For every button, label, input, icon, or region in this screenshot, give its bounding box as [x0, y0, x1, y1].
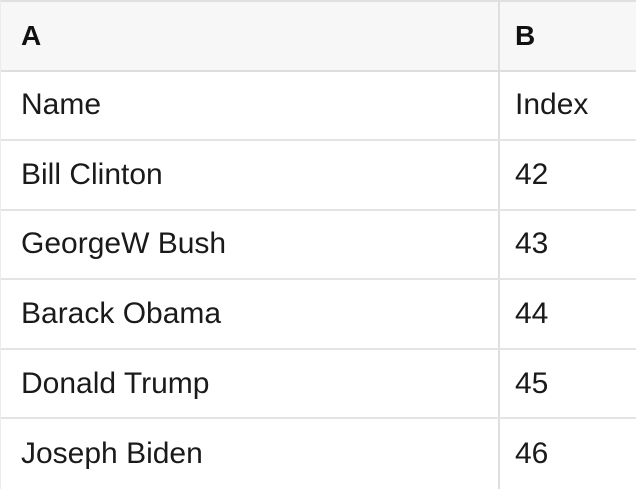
table-row: GeorgeW Bush 43 — [1, 210, 636, 281]
cell-b1-index-header[interactable]: Index — [515, 88, 589, 122]
table-row: Donald Trump 45 — [1, 349, 636, 420]
column-header-a[interactable]: A — [1, 2, 500, 70]
cell-b2-index[interactable]: 42 — [515, 157, 549, 191]
table-row: Name Index — [1, 71, 636, 142]
cell-b6-index[interactable]: 46 — [515, 437, 549, 471]
cell-b4-index[interactable]: 44 — [515, 297, 549, 331]
cell-a1-name-header[interactable]: Name — [1, 71, 500, 140]
cell-a2-name[interactable]: Bill Clinton — [1, 141, 500, 209]
column-header-row: A B — [1, 2, 636, 72]
table-row: Joseph Biden 46 — [1, 419, 636, 489]
cell-b3-index[interactable]: 43 — [515, 227, 549, 261]
cell-a6-name[interactable]: Joseph Biden — [1, 419, 500, 489]
table-row: Barack Obama 44 — [1, 280, 636, 350]
table-row: Bill Clinton 42 — [1, 141, 636, 211]
cell-a3-name[interactable]: GeorgeW Bush — [1, 210, 500, 279]
cell-b5-index[interactable]: 45 — [515, 366, 549, 400]
cell-a4-name[interactable]: Barack Obama — [1, 280, 500, 348]
cell-a5-name[interactable]: Donald Trump — [1, 349, 500, 418]
column-header-b[interactable]: B — [515, 19, 536, 51]
